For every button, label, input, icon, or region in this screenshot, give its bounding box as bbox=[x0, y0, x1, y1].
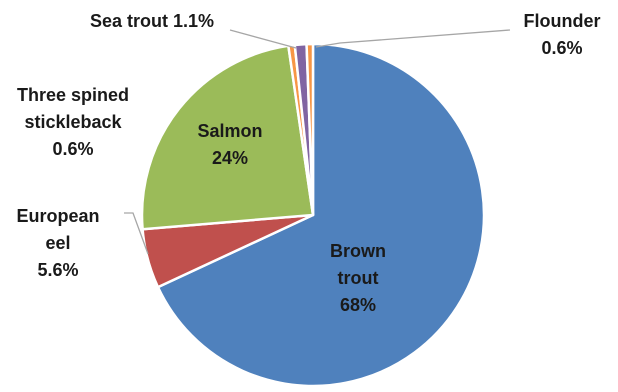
data-label-flounder: Flounder 0.6% bbox=[524, 11, 601, 58]
data-label-stickleback: Three spined stickleback 0.6% bbox=[17, 85, 129, 159]
leader-line-european-eel bbox=[124, 212, 149, 255]
labels-layer: Brown trout 68% European eel 5.6% Salmon 24% Thr… bbox=[16, 11, 600, 315]
data-label-brown-trout: Brown trout 68% bbox=[330, 241, 386, 315]
pie-slice-brown-trout bbox=[156, 42, 486, 388]
pie-slice-salmon bbox=[140, 44, 315, 231]
leader-lines bbox=[124, 29, 511, 255]
data-label-salmon: Salmon 24% bbox=[197, 121, 262, 168]
data-label-sea-trout: Sea trout 1.1% bbox=[90, 11, 214, 31]
slices-layer bbox=[140, 42, 486, 388]
leader-line-flounder bbox=[315, 29, 511, 48]
data-label-european-eel: European eel 5.6% bbox=[16, 206, 99, 280]
leader-line-sea-trout bbox=[229, 29, 297, 49]
pie-slice-flounder bbox=[305, 42, 315, 217]
